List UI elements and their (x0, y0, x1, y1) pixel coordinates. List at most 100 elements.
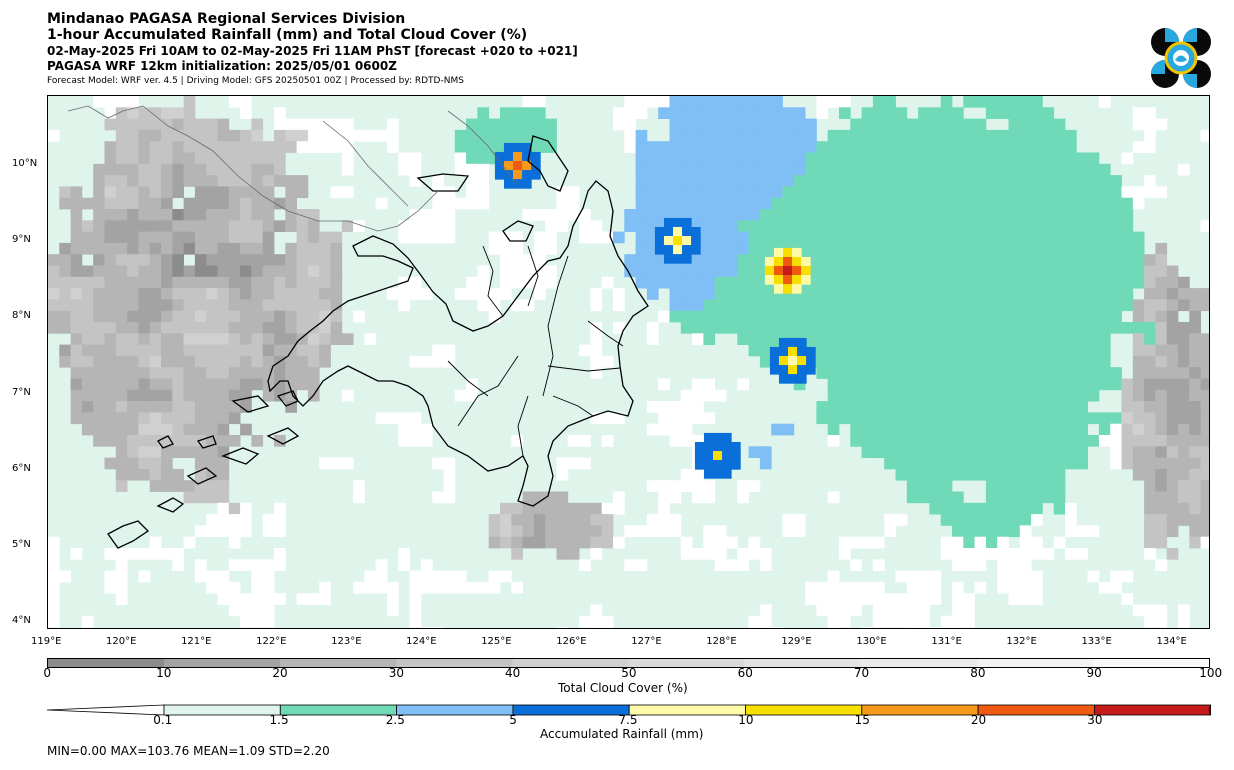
grid-cell (613, 107, 625, 119)
grid-cell (997, 310, 1009, 323)
grid-cell (952, 288, 964, 300)
grid-cell (262, 163, 275, 176)
grid-cell (285, 254, 297, 266)
grid-cell (48, 310, 60, 323)
grid-cell (590, 288, 603, 300)
grid-cell (1200, 299, 1209, 312)
grid-cell (533, 525, 546, 538)
grid-cell (1178, 401, 1190, 413)
grid-cell (1019, 446, 1032, 458)
grid-cell (319, 322, 331, 334)
grid-cell (149, 333, 162, 345)
grid-cell (194, 468, 207, 481)
grid-cell (138, 175, 151, 187)
grid-cell (1065, 344, 1077, 357)
grid-cell (624, 129, 636, 142)
grid-cell (793, 175, 806, 187)
grid-cell (963, 231, 975, 244)
grid-cell (929, 627, 942, 628)
grid-cell (104, 333, 117, 345)
grid-cell (533, 209, 546, 221)
grid-cell (48, 581, 60, 594)
grid-cell (161, 265, 173, 278)
map-canvas (48, 96, 1209, 628)
grid-cell (194, 242, 207, 255)
grid-cell (194, 186, 207, 199)
grid-cell (364, 570, 377, 583)
grid-cell (906, 220, 919, 232)
grid-cell (104, 96, 117, 108)
grid-cell (940, 96, 953, 108)
grid-cell (918, 401, 930, 413)
grid-cell (940, 141, 953, 153)
grid-cell (624, 220, 636, 232)
grid-cell (918, 491, 930, 504)
grid-cell (398, 152, 410, 165)
grid-cell (206, 242, 218, 255)
grid-cell (274, 514, 286, 526)
grid-cell (1008, 333, 1021, 345)
grid-cell (206, 435, 218, 447)
grid-cell (1121, 412, 1134, 425)
grid-cell (793, 129, 806, 142)
grid-cell (115, 152, 128, 165)
grid-cell (104, 367, 117, 379)
grid-cell (138, 322, 151, 334)
rain-hotspot-cell (663, 254, 674, 264)
grid-cell (963, 129, 975, 142)
grid-cell (1065, 141, 1077, 153)
grid-cell (816, 231, 829, 244)
grid-cell (985, 401, 998, 413)
rain-hotspot-cell (788, 346, 798, 357)
grid-cell (827, 310, 840, 323)
grid-cell (929, 367, 942, 379)
grid-cell (1087, 344, 1100, 357)
grid-cell (872, 412, 885, 425)
grid-cell (669, 265, 682, 278)
grid-cell (1166, 378, 1179, 391)
grid-cell (81, 344, 94, 357)
grid-cell (997, 322, 1009, 334)
grid-cell (703, 491, 716, 504)
grid-cell (217, 288, 230, 300)
grid-cell (771, 118, 783, 131)
grid-cell (1042, 412, 1055, 425)
grid-cell (997, 186, 1009, 199)
grid-cell (1132, 446, 1145, 458)
grid-cell (138, 457, 151, 470)
grid-cell (929, 152, 942, 165)
grid-cell (737, 141, 749, 153)
rain-hotspot-cell (703, 460, 714, 470)
grid-cell (1132, 435, 1145, 447)
grid-cell (974, 299, 987, 312)
grid-cell (545, 265, 557, 278)
grid-cell (861, 107, 874, 119)
grid-cell (906, 186, 919, 199)
grid-cell (1053, 367, 1066, 379)
grid-cell (985, 322, 998, 334)
grid-cell (816, 412, 829, 425)
grid-cell (330, 265, 343, 278)
grid-cell (1121, 322, 1134, 334)
grid-cell (93, 378, 105, 391)
grid-cell (1042, 276, 1055, 289)
grid-cell (782, 231, 795, 244)
grid-cell (1008, 593, 1021, 605)
grid-cell (872, 231, 885, 244)
grid-cell (805, 254, 817, 266)
grid-cell (228, 355, 241, 368)
grid-cell (477, 107, 490, 119)
grid-cell (1200, 389, 1209, 402)
grid-cell (1132, 355, 1145, 368)
grid-cell (466, 141, 478, 153)
grid-cell (895, 231, 908, 244)
grid-cell (613, 491, 625, 504)
grid-cell (1200, 491, 1209, 504)
grid-cell (1008, 389, 1021, 402)
grid-cell (827, 209, 840, 221)
grid-cell (522, 118, 535, 131)
grid-cell (1098, 96, 1111, 108)
rain-hotspot-cell (703, 432, 714, 443)
grid-cell (1155, 378, 1168, 391)
grid-cell (793, 231, 806, 244)
